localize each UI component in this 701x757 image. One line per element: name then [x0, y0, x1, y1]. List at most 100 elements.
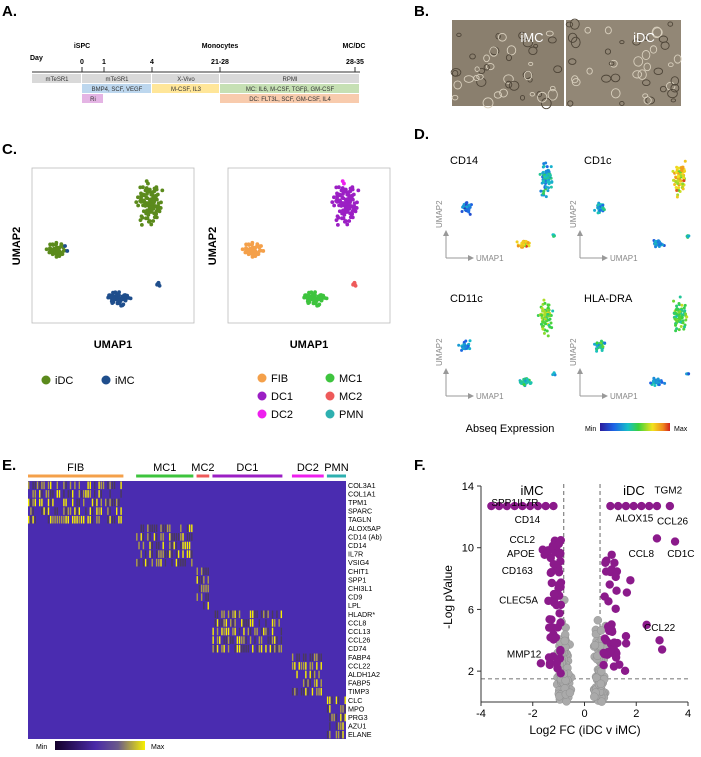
volcano-point-sig	[599, 660, 608, 670]
heatmap-cell	[344, 696, 346, 705]
heatmap-cell	[238, 644, 241, 653]
heatmap-cell	[41, 498, 43, 507]
heatmap-cell	[212, 644, 214, 653]
micrograph-cell	[569, 18, 580, 30]
heatmap-cell	[254, 636, 256, 644]
heatmap-cell	[223, 644, 225, 653]
heatmap-cell	[149, 541, 151, 550]
heatmap-cell	[34, 490, 36, 498]
feature-point	[467, 210, 471, 214]
heatmap-cell	[249, 619, 252, 627]
feature-plot-grid: CD14 UMAP1 UMAP2 CD1c UMAP1 UMAP2 CD11c UMAP1 UM…	[435, 155, 691, 401]
y-tick-label: 2	[468, 666, 474, 678]
feature-point	[461, 204, 465, 208]
micrograph-cell	[469, 53, 476, 60]
feature-point	[546, 306, 550, 310]
micrograph-cell	[450, 68, 462, 77]
feature-point	[552, 234, 556, 238]
feature-point	[595, 341, 599, 345]
heatmap-cell	[309, 653, 311, 662]
heatmap-cell	[247, 627, 250, 636]
heatmap-cell	[337, 696, 340, 705]
umap-point	[149, 222, 154, 227]
heatmap-gene-label: TIMP3	[348, 687, 369, 696]
heatmap-cell	[258, 644, 261, 653]
umap-point	[255, 242, 260, 246]
micrograph-cell	[456, 32, 462, 38]
feature-point	[677, 186, 681, 190]
umap-point	[313, 292, 317, 297]
heatmap-cell	[313, 679, 316, 687]
panel-e-heatmap: FIB MC1 MC2 DC1 DC2 PMN COL3A1COL1A1TPM1SPARC…	[28, 462, 382, 751]
micrograph-cell	[586, 67, 593, 75]
heatmap-cell	[212, 627, 214, 636]
heatmap-cell	[98, 507, 100, 515]
umap-point	[152, 211, 156, 216]
volcano-point-sig	[612, 586, 621, 595]
umap-point	[145, 189, 150, 193]
umap-point	[340, 186, 345, 190]
feature-axis-arrow	[443, 368, 449, 374]
heatmap-gene-label: CCL26	[348, 636, 370, 645]
heatmap-cell	[205, 567, 207, 576]
heatmap-cell	[230, 636, 232, 644]
feature-point	[673, 317, 677, 321]
feature-point	[679, 325, 683, 329]
panel-d-label: D.	[414, 126, 429, 143]
heatmap-cell	[136, 558, 138, 567]
heatmap-cell	[238, 610, 241, 619]
umap-point	[147, 201, 152, 206]
umap-point	[155, 192, 160, 197]
timeline-bar-label: mTeSR1	[105, 77, 129, 83]
feature-point	[543, 317, 547, 321]
heatmap-cell	[151, 524, 153, 533]
heatmap-gene-label: ALOX5AP	[348, 524, 381, 533]
heatmap-cell	[151, 541, 153, 550]
timeline-bar	[220, 74, 359, 83]
heatmap-scale-max: Max	[151, 744, 165, 751]
feature-point	[541, 327, 545, 331]
heatmap-cell	[58, 490, 61, 498]
feature-point	[687, 372, 691, 376]
volcano-point-ns	[565, 688, 575, 697]
feature-point	[552, 371, 556, 375]
volcano-point-sig	[613, 501, 623, 511]
feature-point	[681, 182, 685, 186]
heatmap-cell	[307, 687, 309, 696]
feature-point	[549, 165, 553, 169]
feature-point	[549, 321, 553, 325]
umap-left-ylabel: UMAP2	[11, 227, 23, 266]
heatmap-cell	[333, 713, 335, 722]
timeline-bar-label: mTeSR1	[45, 77, 69, 83]
umap-point	[339, 204, 344, 208]
heatmap-cell	[142, 541, 145, 550]
timeline-bar	[32, 74, 81, 83]
feature-point	[663, 381, 667, 385]
volcano-point-ns	[560, 636, 570, 646]
micrograph-cell	[651, 26, 663, 39]
heatmap-gene-label: CHI3L1	[348, 584, 372, 593]
heatmap-cell	[56, 515, 58, 524]
heatmap-cell	[205, 593, 207, 601]
micrograph-cell	[495, 33, 501, 40]
umap-point	[307, 297, 312, 301]
heatmap-cell	[175, 533, 178, 541]
umap-point	[141, 185, 145, 190]
umap-point	[249, 251, 254, 256]
heatmap-cell	[329, 730, 331, 739]
heatmap-cell	[100, 481, 102, 490]
volcano-point-sig	[547, 567, 556, 577]
feature-point	[676, 182, 680, 186]
micrograph-cell	[567, 32, 578, 43]
heatmap-cell	[196, 576, 198, 584]
volcano-point-sig	[612, 567, 622, 576]
volcano-point-sig	[644, 501, 654, 511]
umap-point	[54, 245, 59, 250]
heatmap-cell	[245, 636, 247, 644]
timeline-stage-label: iSPC	[74, 43, 90, 50]
micrograph-cell	[659, 85, 667, 93]
x-tick-label: -4	[476, 708, 486, 720]
heatmap-cell	[320, 687, 322, 696]
volcano-gene-label: TGM2	[654, 486, 682, 497]
heatmap-cell	[329, 696, 331, 705]
